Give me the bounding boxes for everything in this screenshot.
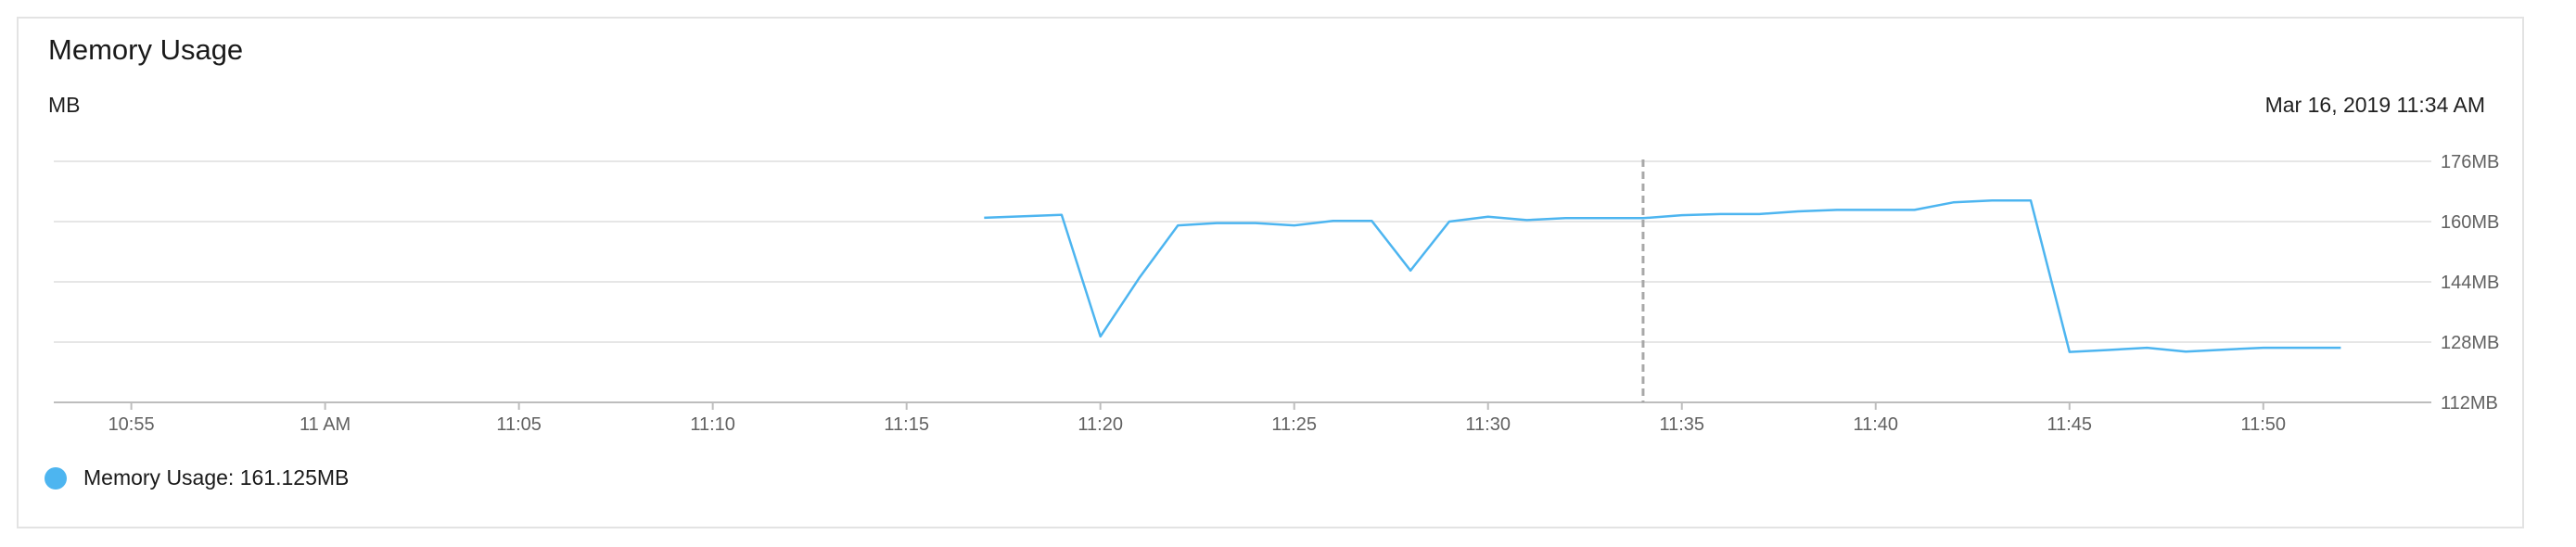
panel-title: Memory Usage [48, 33, 244, 66]
x-tick-label: 11:05 [496, 414, 542, 435]
legend[interactable]: Memory Usage: 161.125MB [45, 465, 349, 490]
x-tick-label: 11:15 [884, 414, 929, 435]
x-tick-label: 11:20 [1078, 414, 1123, 435]
x-tick-label: 11:50 [2240, 414, 2286, 435]
memory-usage-panel [17, 17, 2524, 528]
cursor-timestamp: Mar 16, 2019 11:34 AM [2264, 93, 2485, 117]
y-tick-label: 144MB [2441, 273, 2499, 293]
x-tick-label: 11 AM [300, 414, 351, 435]
x-tick-label: 11:10 [690, 414, 735, 435]
y-tick-label: 176MB [2441, 152, 2499, 172]
series-line-memory-usage [984, 199, 2341, 353]
x-tick-label: 11:45 [2047, 414, 2092, 435]
x-tick-label: 11:30 [1465, 414, 1511, 435]
y-tick-label: 112MB [2441, 393, 2498, 413]
legend-label: Memory Usage: 161.125MB [83, 465, 350, 490]
x-tick-label: 11:40 [1853, 414, 1898, 435]
y-tick-label: 128MB [2441, 333, 2499, 353]
y-tick-label: 160MB [2441, 212, 2499, 233]
x-tick-label: 10:55 [108, 414, 155, 435]
y-unit-label: MB [48, 93, 81, 117]
x-tick-label: 11:35 [1659, 414, 1704, 435]
x-tick-label: 11:25 [1271, 414, 1317, 435]
legend-color-dot [45, 466, 67, 490]
